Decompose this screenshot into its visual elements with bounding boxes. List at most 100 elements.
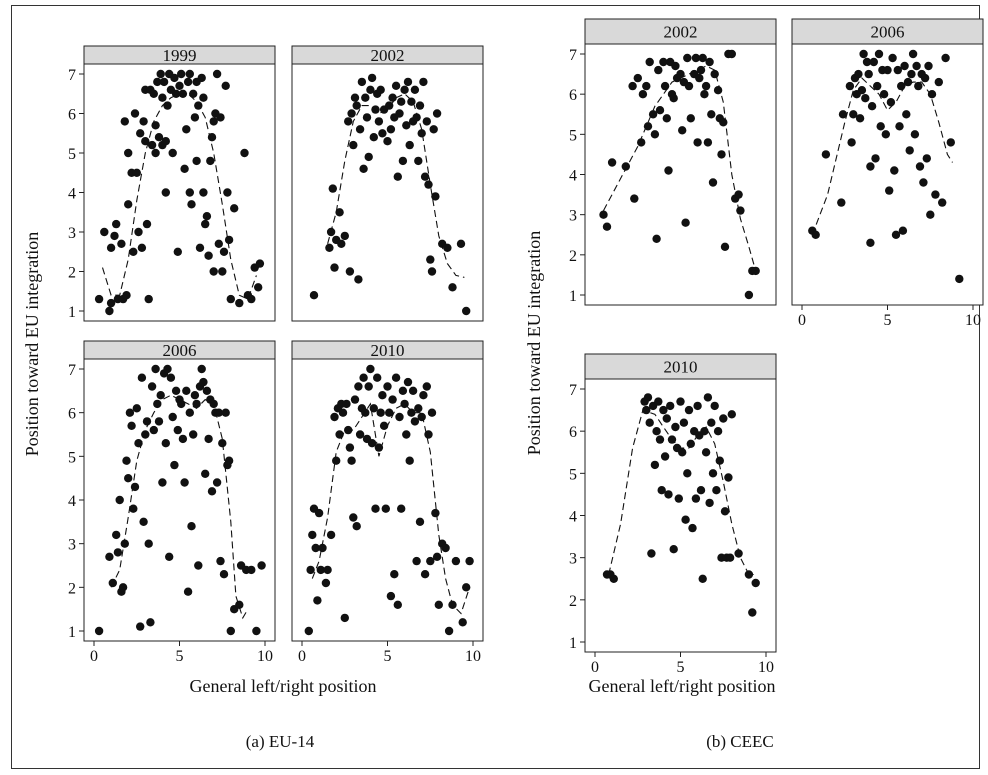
data-point bbox=[417, 412, 426, 422]
data-point bbox=[330, 263, 339, 272]
data-point bbox=[127, 421, 136, 430]
data-point bbox=[367, 439, 377, 448]
data-point bbox=[170, 73, 179, 83]
panel-2002: 2002 1 2 3 4 5 6 7 bbox=[569, 18, 777, 306]
data-point bbox=[173, 247, 182, 256]
data-point bbox=[701, 81, 711, 91]
data-point bbox=[866, 238, 875, 247]
data-point bbox=[163, 364, 172, 374]
data-point bbox=[695, 73, 704, 83]
data-point bbox=[366, 85, 375, 95]
data-point bbox=[117, 239, 126, 248]
data-point bbox=[209, 267, 218, 276]
data-point bbox=[254, 283, 263, 292]
data-point bbox=[393, 172, 402, 181]
data-point bbox=[434, 600, 443, 609]
data-point bbox=[703, 393, 713, 402]
data-point bbox=[621, 162, 630, 171]
data-point bbox=[676, 69, 685, 79]
data-point bbox=[946, 138, 955, 147]
y-tick-label: 6 bbox=[68, 406, 76, 423]
data-point bbox=[712, 486, 721, 495]
data-point bbox=[609, 574, 618, 583]
data-point bbox=[306, 565, 315, 575]
data-point bbox=[197, 364, 206, 374]
data-point bbox=[308, 530, 317, 540]
data-point bbox=[393, 600, 402, 609]
data-point bbox=[903, 77, 913, 87]
data-point bbox=[161, 439, 170, 448]
loess-line bbox=[608, 409, 754, 576]
data-point bbox=[666, 401, 675, 411]
data-point bbox=[660, 452, 670, 461]
chart-group-ceec: 2002 1 2 3 4 5 6 7 2006 0 5 10 2010 1 2 3 4 5 6 7 0 5 10 Positi… bbox=[524, 18, 984, 751]
data-point bbox=[366, 364, 375, 374]
data-point bbox=[364, 382, 373, 391]
data-point bbox=[161, 188, 170, 197]
plot-area bbox=[83, 63, 276, 322]
data-point bbox=[849, 110, 858, 119]
data-point bbox=[914, 81, 923, 91]
panel-title: 2010 bbox=[371, 341, 405, 360]
data-point bbox=[381, 504, 390, 513]
data-point bbox=[628, 81, 637, 91]
data-point bbox=[955, 274, 964, 284]
data-point bbox=[189, 430, 198, 439]
data-point bbox=[321, 578, 331, 588]
data-point bbox=[431, 192, 440, 201]
data-point bbox=[371, 504, 380, 513]
data-point bbox=[655, 435, 665, 444]
data-point bbox=[163, 101, 172, 110]
data-point bbox=[388, 93, 397, 102]
data-point bbox=[395, 109, 404, 118]
data-point bbox=[638, 90, 648, 99]
data-point bbox=[216, 556, 225, 566]
data-point bbox=[664, 490, 673, 499]
y-axis-label: Position toward EU integration bbox=[22, 232, 42, 456]
data-point bbox=[347, 456, 356, 465]
data-point bbox=[357, 77, 367, 87]
data-point bbox=[924, 61, 933, 71]
data-point bbox=[156, 69, 165, 79]
data-point bbox=[414, 156, 423, 166]
x-tick-label: 5 bbox=[176, 648, 184, 665]
data-point bbox=[748, 608, 757, 617]
data-point bbox=[247, 565, 256, 575]
data-point bbox=[309, 291, 319, 300]
data-point bbox=[686, 114, 695, 123]
data-point bbox=[422, 382, 431, 391]
data-point bbox=[158, 93, 167, 102]
data-point bbox=[456, 239, 466, 248]
data-point bbox=[465, 556, 474, 566]
data-point bbox=[364, 152, 373, 162]
data-point bbox=[136, 622, 145, 631]
data-point bbox=[359, 373, 368, 382]
panel-title: 2002 bbox=[371, 46, 405, 65]
data-point bbox=[185, 188, 194, 197]
data-point bbox=[139, 117, 148, 126]
x-tick-label: 0 bbox=[591, 659, 599, 676]
y-tick-label: 5 bbox=[68, 146, 76, 163]
y-tick-label: 5 bbox=[68, 449, 76, 466]
data-point bbox=[405, 140, 414, 150]
data-point bbox=[427, 267, 437, 276]
data-point bbox=[420, 172, 430, 181]
data-point bbox=[219, 570, 229, 579]
y-tick-label: 6 bbox=[68, 107, 76, 124]
data-point bbox=[650, 460, 660, 470]
data-point bbox=[881, 130, 890, 139]
data-point bbox=[367, 73, 377, 83]
data-point bbox=[662, 414, 671, 423]
data-point bbox=[645, 57, 654, 67]
data-point bbox=[201, 219, 210, 229]
data-point bbox=[744, 290, 754, 300]
data-point bbox=[643, 393, 653, 402]
data-point bbox=[941, 53, 950, 63]
data-point bbox=[136, 129, 145, 138]
data-point bbox=[178, 434, 188, 444]
data-point bbox=[683, 469, 692, 478]
data-point bbox=[212, 478, 222, 487]
data-point bbox=[165, 552, 174, 561]
data-point bbox=[182, 125, 191, 134]
data-point bbox=[359, 164, 368, 173]
